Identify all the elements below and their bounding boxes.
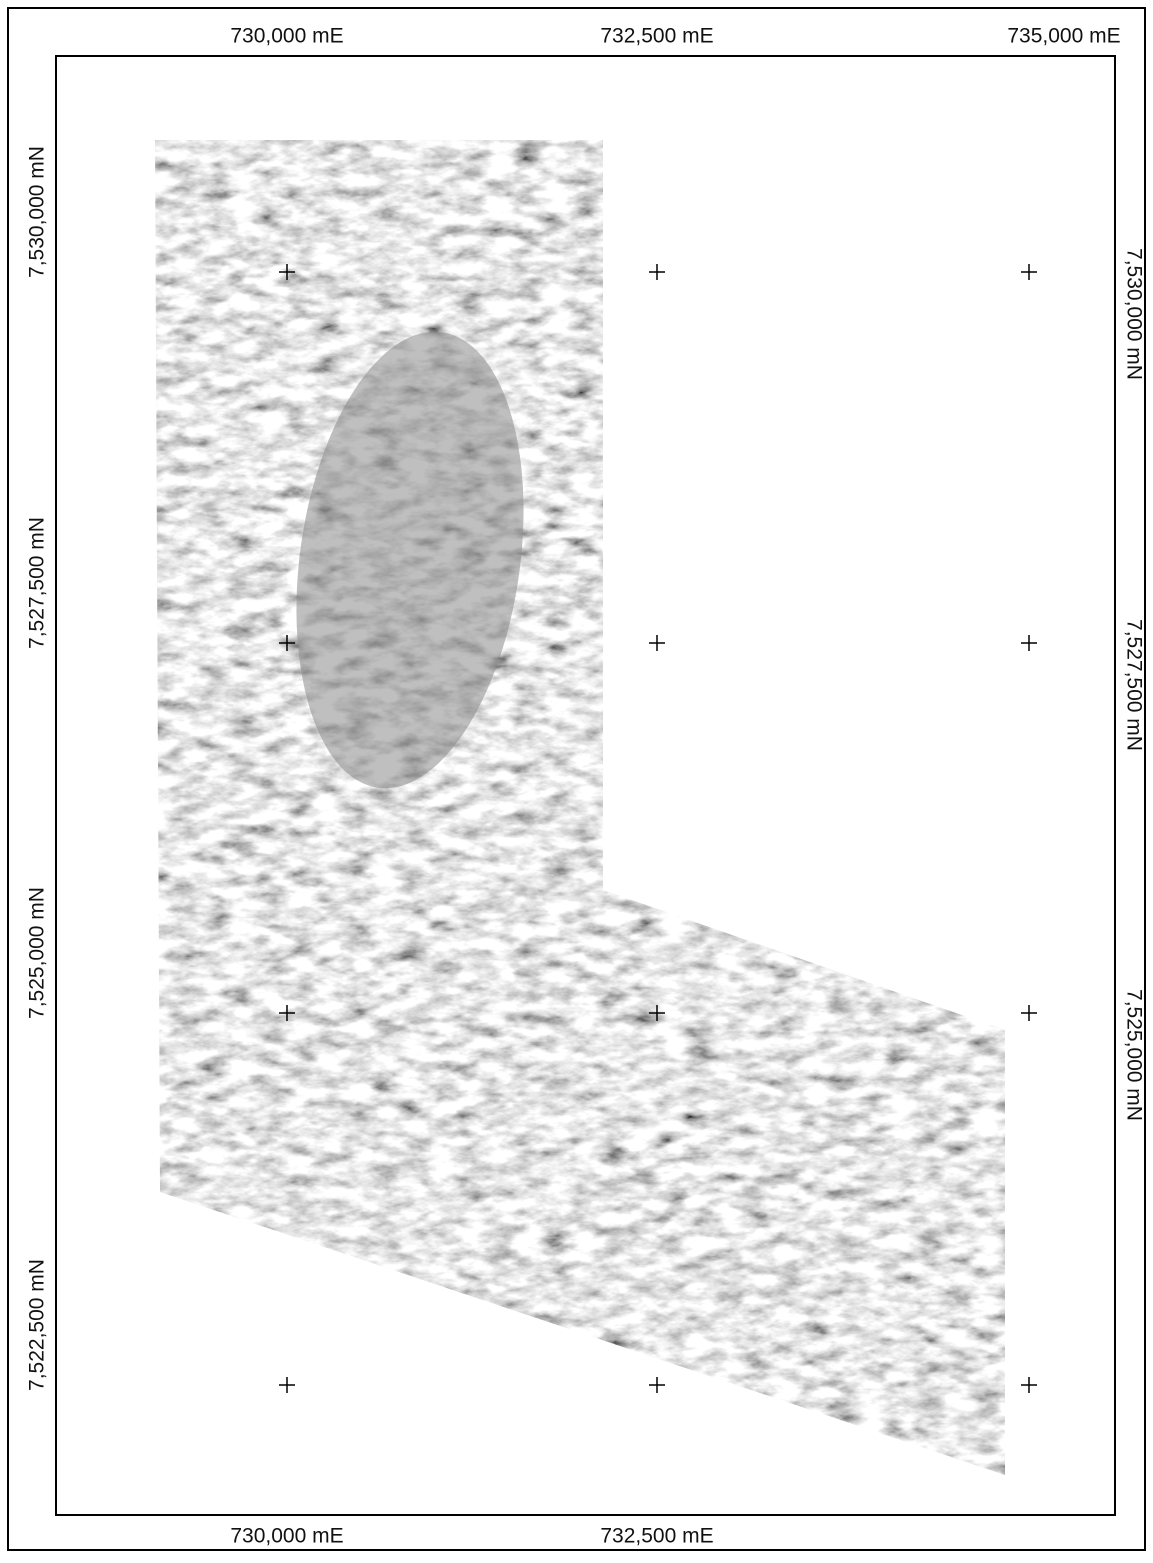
northing-label: 7,527,500 mN — [1122, 619, 1145, 751]
northing-label: 7,522,500 mN — [26, 1259, 49, 1391]
easting-label: 732,500 mE — [600, 25, 713, 48]
easting-label: 730,000 mE — [230, 1525, 343, 1548]
easting-label: 735,000 mE — [1007, 25, 1120, 48]
northing-label: 7,530,000 mN — [1122, 248, 1145, 380]
page: 730,000 mE 732,500 mE 735,000 mE 730,000 mE… — [0, 0, 1153, 1563]
northing-label: 7,527,500 mN — [26, 517, 49, 649]
map: 730,000 mE 732,500 mE 735,000 mE 730,000 mE… — [0, 0, 1153, 1558]
easting-label: 730,000 mE — [230, 25, 343, 48]
northing-label: 7,525,000 mN — [1122, 989, 1145, 1121]
easting-label: 732,500 mE — [600, 1525, 713, 1548]
northing-label: 7,525,000 mN — [26, 887, 49, 1019]
northing-label: 7,530,000 mN — [26, 146, 49, 278]
